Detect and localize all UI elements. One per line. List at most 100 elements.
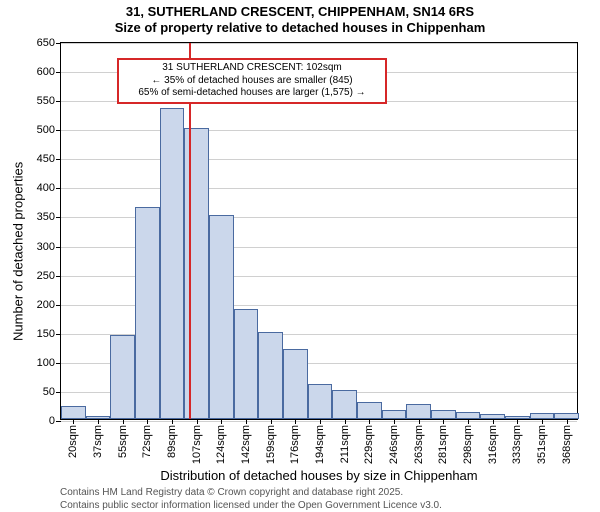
ytick-label: 100 (37, 357, 55, 369)
xtick-label: 333sqm (511, 425, 523, 464)
xtick-mark (123, 419, 124, 424)
histogram-bar (456, 412, 481, 419)
ytick-mark (56, 159, 61, 160)
xtick-label: 194sqm (314, 425, 326, 464)
histogram-bar (431, 410, 456, 419)
ytick-label: 500 (37, 124, 55, 136)
ytick-mark (56, 421, 61, 422)
plot-area: 0501001502002503003504004505005506006502… (60, 42, 578, 420)
histogram-bar (332, 390, 357, 419)
y-axis-label: Number of detached properties (11, 162, 26, 341)
xtick-mark (345, 419, 346, 424)
ytick-label: 200 (37, 299, 55, 311)
xtick-label: 351sqm (536, 425, 548, 464)
ytick-label: 0 (49, 415, 55, 427)
xtick-mark (493, 419, 494, 424)
ytick-mark (56, 72, 61, 73)
xtick-label: 298sqm (462, 425, 474, 464)
xtick-label: 159sqm (265, 425, 277, 464)
ytick-label: 550 (37, 95, 55, 107)
histogram-bar (406, 404, 431, 419)
xtick-label: 176sqm (289, 425, 301, 464)
xtick-mark (147, 419, 148, 424)
chart-title: 31, SUTHERLAND CRESCENT, CHIPPENHAM, SN1… (0, 0, 600, 37)
gridline (61, 43, 577, 44)
xtick-label: 124sqm (215, 425, 227, 464)
annotation-line3: 65% of semi-detached houses are larger (… (123, 87, 381, 100)
xtick-mark (73, 419, 74, 424)
ytick-label: 450 (37, 153, 55, 165)
histogram-bar (283, 349, 308, 419)
histogram-bar (382, 410, 407, 419)
ytick-mark (56, 188, 61, 189)
xtick-label: 20sqm (67, 425, 79, 458)
xtick-label: 281sqm (437, 425, 449, 464)
histogram-bar (184, 128, 209, 419)
xtick-label: 72sqm (141, 425, 153, 458)
xtick-mark (221, 419, 222, 424)
ytick-label: 350 (37, 211, 55, 223)
annotation-line1: 31 SUTHERLAND CRESCENT: 102sqm (123, 62, 381, 75)
xtick-mark (468, 419, 469, 424)
xtick-mark (246, 419, 247, 424)
xtick-mark (443, 419, 444, 424)
chart-container: 31, SUTHERLAND CRESCENT, CHIPPENHAM, SN1… (0, 0, 600, 500)
footer-line1: Contains HM Land Registry data © Crown c… (60, 487, 403, 498)
ytick-mark (56, 101, 61, 102)
histogram-bar (357, 402, 382, 419)
xtick-mark (172, 419, 173, 424)
xtick-label: 55sqm (117, 425, 129, 458)
gridline (61, 159, 577, 160)
xtick-mark (517, 419, 518, 424)
xtick-mark (394, 419, 395, 424)
xtick-label: 316sqm (487, 425, 499, 464)
ytick-label: 300 (37, 241, 55, 253)
xtick-label: 229sqm (363, 425, 375, 464)
xtick-label: 246sqm (388, 425, 400, 464)
xtick-label: 107sqm (191, 425, 203, 464)
ytick-label: 400 (37, 182, 55, 194)
annotation-line2: ← 35% of detached houses are smaller (84… (123, 75, 381, 88)
ytick-mark (56, 305, 61, 306)
ytick-mark (56, 334, 61, 335)
ytick-label: 650 (37, 37, 55, 49)
histogram-bar (308, 384, 333, 419)
histogram-bar (234, 309, 259, 419)
gridline (61, 130, 577, 131)
histogram-bar (160, 108, 185, 419)
xtick-label: 37sqm (92, 425, 104, 458)
xtick-mark (320, 419, 321, 424)
ytick-mark (56, 392, 61, 393)
xtick-mark (295, 419, 296, 424)
title-line2: Size of property relative to detached ho… (0, 20, 600, 36)
footer-line2: Contains public sector information licen… (60, 500, 442, 511)
ytick-mark (56, 363, 61, 364)
histogram-bar (61, 406, 86, 419)
ytick-mark (56, 247, 61, 248)
ytick-label: 600 (37, 66, 55, 78)
ytick-label: 250 (37, 270, 55, 282)
xtick-label: 211sqm (339, 425, 351, 463)
xtick-label: 368sqm (561, 425, 573, 464)
histogram-bar (135, 207, 160, 419)
histogram-bar (209, 215, 234, 419)
gridline (61, 188, 577, 189)
xtick-label: 142sqm (240, 425, 252, 464)
ytick-mark (56, 130, 61, 131)
xtick-mark (369, 419, 370, 424)
ytick-label: 150 (37, 328, 55, 340)
ytick-label: 50 (43, 386, 55, 398)
xtick-mark (271, 419, 272, 424)
histogram-bar (258, 332, 283, 419)
x-axis-label: Distribution of detached houses by size … (160, 468, 477, 483)
ytick-mark (56, 43, 61, 44)
histogram-bar (110, 335, 135, 419)
footer-credit: Contains HM Land Registry data © Crown c… (60, 486, 442, 512)
gridline (61, 421, 577, 422)
xtick-label: 263sqm (413, 425, 425, 464)
ytick-mark (56, 276, 61, 277)
xtick-mark (542, 419, 543, 424)
title-line1: 31, SUTHERLAND CRESCENT, CHIPPENHAM, SN1… (0, 4, 600, 20)
xtick-label: 89sqm (166, 425, 178, 458)
ytick-mark (56, 217, 61, 218)
